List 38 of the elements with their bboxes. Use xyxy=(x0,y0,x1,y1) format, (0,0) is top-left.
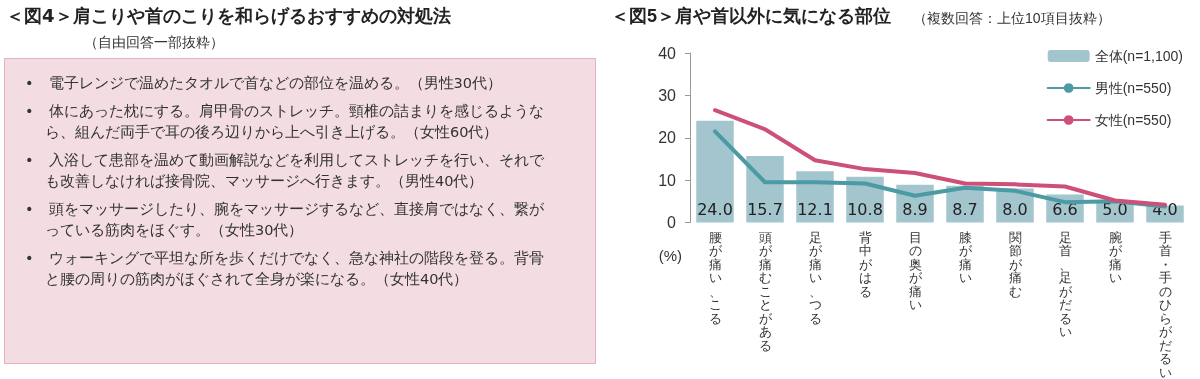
x-tick-label: 足が痛い、つる xyxy=(808,229,823,326)
x-tick-label: 関節が痛む xyxy=(1008,229,1023,299)
data-label: 6.6 xyxy=(1052,200,1078,219)
legend-label: 全体(n=1,100) xyxy=(1094,48,1184,64)
data-label: 15.7 xyxy=(747,200,783,219)
y-axis-title: (%) xyxy=(658,246,682,264)
x-tick-label: 背中がはる xyxy=(858,229,873,299)
data-label: 5.0 xyxy=(1102,200,1128,219)
x-tick-label: 目の奥が痛い xyxy=(908,229,923,313)
y-tick-label: 30 xyxy=(658,86,677,104)
y-tick-label: 40 xyxy=(658,44,677,62)
chart-subtitle: （複数回答：上位10項目抜粋） xyxy=(913,10,1111,26)
text: ＜図4＞肩こりや首のこりを和らげるおすすめの対処法 xyxy=(6,4,451,28)
x-tick-label: 腰が痛い、こる xyxy=(708,229,723,326)
x-tick-label: 足首、足がだるい xyxy=(1058,229,1073,340)
category-label: 頭が痛むことがある xyxy=(758,229,772,353)
text: • 頭をマッサージしたり、腕をマッサージするなど、直接肩ではなく、繋がっている筋肉をほぐす。（女性30代） xyxy=(25,200,545,240)
y-tick-label: 0 xyxy=(667,214,677,231)
text: • 体にあった枕にする。肩甲骨のストレッチ。頸椎の詰まりを感じるようなら、組んだ両手で耳の後ろ辺りから上へ引き上げる。（女性60代） xyxy=(25,102,545,142)
text: （自由回答一部抜粋） xyxy=(84,34,224,52)
legend-label: 女性(n=550) xyxy=(1094,112,1172,128)
x-tick-label: 腕が痛い xyxy=(1108,229,1123,286)
x-tick-label: 膝が痛い xyxy=(958,229,973,286)
y-tick-label: 20 xyxy=(658,129,677,147)
data-label: 8.7 xyxy=(952,200,978,219)
text: • 電子レンジで温めたタオルで首などの部位を温める。（男性30代） xyxy=(25,74,503,93)
bar xyxy=(696,120,734,223)
text: • ウォーキングで平坦な所を歩くだけでなく、急な神社の階段を登る。背骨と腰の周りの筋肉がほぐされて全身が楽になる。（女性40代） xyxy=(25,249,545,289)
data-label: 8.0 xyxy=(1002,200,1028,219)
legend-label: 男性(n=550) xyxy=(1094,80,1172,96)
data-label: 24.0 xyxy=(697,200,733,219)
category-label: 手首・手のひらがだるい xyxy=(1158,229,1172,379)
chart-title: ＜図5＞肩や首以外に気になる部位 xyxy=(611,6,892,26)
data-label: 12.1 xyxy=(797,200,833,219)
data-label: 10.8 xyxy=(847,200,883,219)
text: • 入浴して患部を温めて動画解説などを利用してストレッチを行い、それでも改善しなければ接骨院、マッサージへ行きます。（男性40代） xyxy=(25,151,545,191)
y-tick-label: 10 xyxy=(658,171,677,189)
data-label: 8.9 xyxy=(902,200,928,219)
